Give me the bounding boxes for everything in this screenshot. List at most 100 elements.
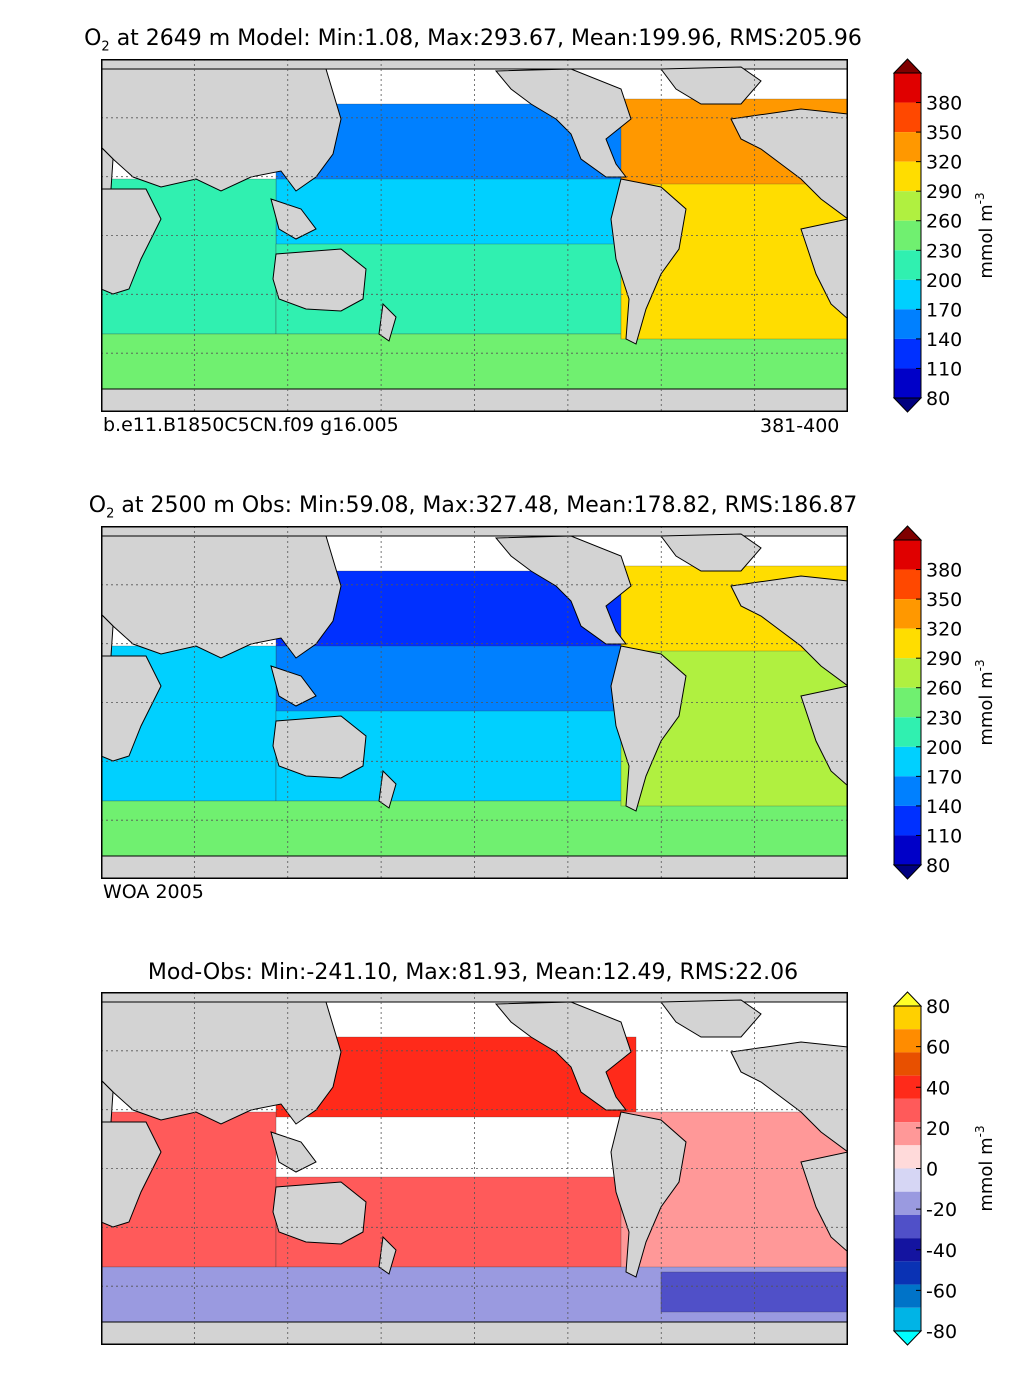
colorbar-tick-label: 170 — [926, 299, 962, 321]
colorbar-segment — [894, 835, 921, 865]
land-mass — [272, 715, 367, 779]
colorbar-tick-label: 110 — [926, 825, 962, 847]
colorbar-segment — [894, 191, 921, 221]
colorbar-segment — [894, 1122, 921, 1146]
colorbar-tick-label: 40 — [926, 1077, 950, 1099]
panel-1-title: O2 at 2649 m Model: Min:1.08, Max:293.67… — [0, 26, 946, 54]
colorbar-unit-label: mmol m-3 — [973, 1125, 997, 1211]
colorbar-tick-label: 320 — [926, 152, 962, 174]
land-mass — [378, 769, 397, 809]
panel-3-map — [101, 992, 848, 1345]
colorbar-extend-max — [892, 525, 923, 541]
panel-3-title: Mod-Obs: Min:-241.10, Max:81.93, Mean:12… — [147, 960, 799, 985]
colorbar-tick-label: 170 — [926, 766, 962, 788]
colorbar-tick-label: 0 — [926, 1159, 938, 1181]
colorbar-tick-label: 200 — [926, 737, 962, 759]
map-frame — [101, 526, 848, 879]
colorbar-segment — [894, 1006, 921, 1030]
panel-1-map — [101, 59, 848, 412]
colorbar-tick-label: 140 — [926, 329, 962, 351]
land-mass — [101, 1001, 342, 1125]
colorbar-segment — [894, 1029, 921, 1053]
colorbar-segment — [894, 1191, 921, 1215]
land-mass — [730, 1041, 848, 1153]
colorbar-segment — [894, 1214, 921, 1239]
colorbar-tick-label: 80 — [926, 388, 950, 410]
land-mass — [101, 68, 342, 192]
colorbar-segment — [894, 309, 921, 339]
panel-2-map — [101, 526, 848, 879]
land-mass — [272, 1181, 367, 1245]
colorbar-segment — [894, 628, 921, 659]
colorbar-frame — [893, 539, 922, 866]
panel-2-colorbar: 380 350 320 290 260 230 200 170 140 110 80 50 mmol m… — [892, 525, 997, 887]
colorbar-tick-label: 200 — [926, 270, 962, 292]
colorbar-segment — [894, 687, 921, 718]
panel-2-title-species: O — [88, 493, 107, 518]
colorbar-tick-label: 350 — [926, 122, 962, 144]
colorbar-segment — [894, 1261, 921, 1285]
colorbar-extend-max — [892, 58, 923, 74]
colorbar-tick-label: 110 — [926, 358, 962, 380]
colorbar-segment — [894, 1307, 921, 1331]
colorbar-tick-label: 290 — [926, 648, 962, 670]
colorbar-segment — [894, 1075, 921, 1099]
colorbar-segment — [894, 540, 921, 570]
colorbar-tick-label: 80 — [926, 855, 950, 877]
colorbar-extend-max — [892, 991, 923, 1007]
colorbar-extend-min — [892, 397, 923, 413]
land-mass — [101, 535, 342, 659]
land-mass — [660, 66, 762, 105]
colorbar-segment — [894, 569, 921, 600]
panel-1-years: 381-400 — [760, 415, 840, 437]
panel-2-title-text: at 2500 m Obs: Min:59.08, Max:327.48, Me… — [114, 493, 858, 518]
panel-1-title-species: O — [84, 26, 102, 51]
land-mass — [272, 248, 367, 312]
colorbar-tick-label: 290 — [926, 181, 962, 203]
land-mass — [610, 1111, 687, 1278]
colorbar-segment — [894, 368, 921, 398]
region-equatorial-pacific — [275, 645, 637, 717]
colorbar-segment — [894, 102, 921, 133]
panel-1-title-text: at 2649 m Model: Min:1.08, Max:293.67, M… — [109, 26, 862, 51]
colorbar-segment — [894, 599, 921, 629]
colorbar-segment — [894, 805, 921, 836]
colorbar-tick-label: -20 — [926, 1199, 957, 1221]
colorbar-segment — [894, 1052, 921, 1076]
colorbar-segment — [894, 776, 921, 806]
region-equatorial-pacific — [275, 178, 637, 250]
panel-2-source: WOA 2005 — [103, 881, 204, 903]
colorbar-extend-min — [892, 864, 923, 880]
colorbar-segment — [894, 1168, 921, 1192]
colorbar-unit-label: mmol m-3 — [973, 659, 997, 745]
colorbar-tick-label: 230 — [926, 707, 962, 729]
panel-3-colorbar: 80 60 40 20 0 -20 -40 -60 -80 mmol m-3 — [892, 991, 997, 1346]
colorbar-segment — [894, 132, 921, 162]
colorbar-frame — [893, 72, 922, 399]
colorbar-tick-label: 140 — [926, 796, 962, 818]
land-mass — [610, 645, 687, 812]
colorbar-tick-label: 260 — [926, 678, 962, 700]
colorbar-segment — [894, 717, 921, 747]
colorbar-segment — [894, 161, 921, 192]
land-mass — [101, 1121, 162, 1228]
land-mass — [378, 1235, 397, 1275]
land-mass — [270, 198, 317, 240]
colorbar-tick-label: 260 — [926, 211, 962, 233]
colorbar-tick-label: -60 — [926, 1280, 957, 1302]
panel-1-case-name: b.e11.B1850C5CN.f09 g16.005 — [103, 414, 399, 436]
colorbar-segment — [894, 250, 921, 280]
colorbar-segment — [894, 746, 921, 777]
colorbar-tick-label: 380 — [926, 93, 962, 115]
colorbar-tick-label: 20 — [926, 1118, 950, 1140]
land-mass — [378, 302, 397, 342]
colorbar-tick-label: 50 — [926, 885, 950, 887]
panel-2-title-subscript: 2 — [106, 506, 115, 522]
panel-2-title: O2 at 2500 m Obs: Min:59.08, Max:327.48,… — [0, 493, 946, 521]
map-frame — [101, 992, 848, 1345]
land-mass — [270, 665, 317, 707]
colorbar-tick-label: 80 — [926, 996, 950, 1018]
land-mass — [730, 575, 848, 687]
colorbar-tick-label: 350 — [926, 589, 962, 611]
colorbar-segment — [894, 1098, 921, 1123]
